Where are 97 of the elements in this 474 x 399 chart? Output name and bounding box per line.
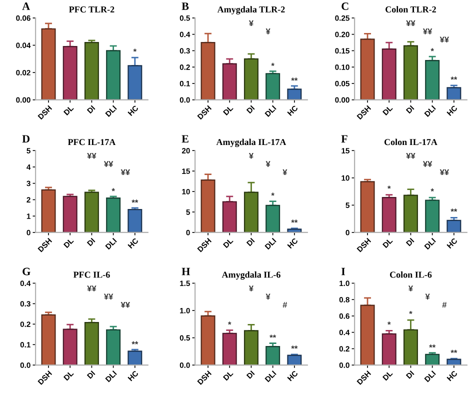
chart-title: PFC IL-17A — [68, 139, 116, 146]
annotation: ¥ — [266, 294, 270, 300]
annotation: ** — [291, 346, 298, 349]
chart-title: Colon IL-17A — [384, 138, 438, 146]
text: I — [341, 268, 346, 276]
annotation: * — [430, 188, 434, 192]
annotation: ¥¥ — [406, 152, 416, 159]
chart-title: Amygdala IL-6 — [222, 271, 280, 280]
annotation: ¥¥ — [120, 169, 130, 176]
bar — [425, 354, 440, 366]
chart-title: PFC TLR-2 — [69, 6, 114, 12]
annotation: ** — [450, 208, 458, 212]
annotation: ¥¥ — [422, 28, 432, 34]
chart-title: PFC IL-6 — [73, 272, 110, 278]
annotation: ** — [450, 350, 458, 353]
annotation: ¥¥ — [406, 20, 416, 26]
annotation: ¥¥ — [87, 152, 96, 159]
annotation: ¥ — [248, 20, 254, 26]
bar — [287, 88, 302, 100]
bar — [287, 354, 302, 366]
annotation: ** — [291, 220, 298, 223]
annotation: ** — [429, 344, 436, 348]
annotation: * — [271, 62, 274, 66]
bar — [360, 38, 375, 100]
bar — [106, 329, 121, 366]
bar — [84, 192, 99, 232]
bar — [425, 60, 440, 100]
bar — [106, 50, 121, 100]
text: E — [182, 135, 188, 142]
bar — [128, 208, 142, 232]
annotation: ¥ — [408, 286, 414, 292]
annotation: ** — [270, 334, 276, 338]
annotation: ¥¥ — [104, 294, 114, 300]
bar — [403, 45, 418, 100]
annotation: * — [228, 322, 232, 325]
bar — [446, 220, 462, 232]
annotation: ¥¥ — [87, 286, 96, 292]
text: B — [182, 2, 189, 10]
annotation: ¥¥ — [120, 302, 130, 308]
bar — [425, 200, 440, 232]
annotation: ¥¥ — [422, 161, 432, 167]
bar — [222, 201, 237, 232]
bar — [200, 315, 216, 366]
bar — [382, 333, 396, 366]
text: F — [341, 135, 348, 142]
bar — [382, 196, 396, 232]
bar — [84, 322, 99, 366]
bar — [41, 189, 56, 232]
annotation: ¥ — [248, 152, 254, 159]
bar — [266, 204, 280, 232]
annotation: * — [112, 188, 115, 192]
bar — [128, 350, 142, 366]
bar — [446, 87, 462, 100]
annotation: * — [388, 186, 391, 189]
chart-title: Amygdala TLR-2 — [217, 6, 285, 14]
chart-title: Colon IL-6 — [390, 271, 432, 278]
annotation: ¥ — [266, 161, 270, 167]
bar — [222, 63, 237, 100]
annotation: ¥ — [282, 169, 288, 176]
annotation: ¥¥ — [440, 36, 450, 42]
annotation: ¥ — [248, 286, 254, 292]
annotation: * — [430, 48, 434, 52]
bar — [84, 42, 99, 100]
annotation: ** — [132, 200, 138, 203]
text: D — [22, 135, 30, 143]
bar — [266, 346, 280, 366]
annotation: * — [409, 310, 412, 314]
bar — [62, 46, 78, 100]
bar — [41, 28, 56, 100]
bar — [222, 332, 237, 366]
text: H — [182, 268, 190, 276]
annotation: * — [388, 322, 391, 325]
annotation: ¥ — [266, 28, 270, 34]
annotation: ** — [450, 76, 458, 80]
annotation: ** — [132, 341, 138, 344]
annotation: * — [271, 192, 274, 196]
bar — [62, 328, 78, 366]
annotation: ** — [291, 78, 298, 81]
chart-title: Colon TLR-2 — [386, 6, 436, 12]
bar — [62, 196, 78, 232]
annotation: ¥¥ — [104, 161, 114, 167]
bar — [287, 228, 302, 232]
annotation: ¥¥ — [440, 169, 450, 176]
bar — [446, 358, 462, 366]
text: C — [342, 2, 348, 10]
chart-title: Amygdala IL-17A — [216, 138, 286, 148]
text: A — [22, 2, 30, 10]
bar — [360, 181, 375, 232]
annotation: # — [282, 302, 288, 308]
text: G — [22, 268, 30, 276]
bar — [266, 73, 280, 100]
bar — [244, 58, 258, 100]
annotation: * — [133, 48, 137, 52]
bar — [106, 198, 121, 232]
annotation: ¥ — [425, 294, 430, 300]
annotation: # — [442, 302, 447, 308]
bar — [41, 314, 56, 366]
